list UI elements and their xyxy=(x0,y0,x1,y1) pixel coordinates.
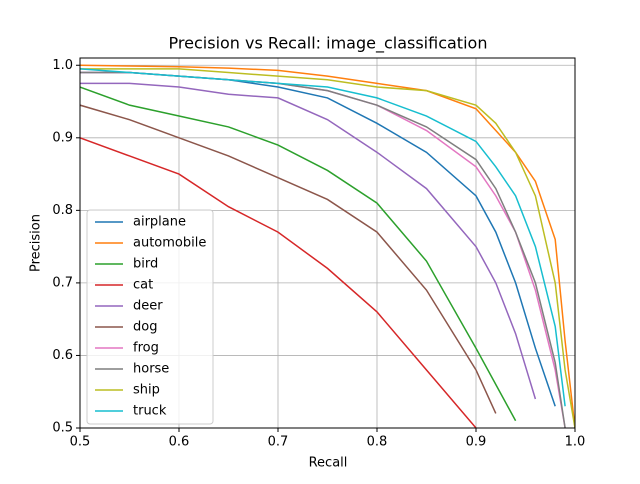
series-line xyxy=(80,104,497,414)
legend-label: frog xyxy=(133,341,159,356)
legend-label: airplane xyxy=(133,215,186,230)
x-tick-label: 0.9 xyxy=(466,435,487,450)
y-tick-label: 0.8 xyxy=(52,203,73,218)
x-tick-label: 0.5 xyxy=(70,435,91,450)
chart-title: Precision vs Recall: image_classificatio… xyxy=(169,34,488,54)
legend-label: dog xyxy=(133,320,157,335)
legend: airplane automobile bird cat deer dog frog hors… xyxy=(86,209,214,425)
y-tick-label: 1.0 xyxy=(52,58,73,73)
series-line xyxy=(80,137,477,428)
legend-label: cat xyxy=(133,278,153,293)
x-tick-label: 1.0 xyxy=(565,435,586,450)
x-tick-label: 0.8 xyxy=(367,435,388,450)
x-tick-label: 0.6 xyxy=(169,435,190,450)
legend-label: horse xyxy=(133,362,169,377)
x-tick-label: 0.7 xyxy=(268,435,289,450)
legend-label: ship xyxy=(133,383,160,398)
legend-label: deer xyxy=(133,299,163,314)
series-line xyxy=(80,68,566,407)
y-tick-label: 0.9 xyxy=(52,130,73,145)
series-line xyxy=(80,82,537,400)
legend-label: bird xyxy=(133,257,158,272)
plot-frame xyxy=(79,57,576,429)
y-tick-label: 0.5 xyxy=(52,421,73,436)
plot-lines xyxy=(80,64,575,428)
legend-label: automobile xyxy=(133,236,206,251)
series-line xyxy=(80,86,517,422)
x-axis-label: Recall xyxy=(309,456,348,471)
series-line xyxy=(80,68,575,428)
y-tick-label: 0.7 xyxy=(52,275,73,290)
y-axis-label: Precision xyxy=(29,214,44,272)
y-tick-label: 0.6 xyxy=(52,348,73,363)
legend-label: truck xyxy=(133,404,167,419)
